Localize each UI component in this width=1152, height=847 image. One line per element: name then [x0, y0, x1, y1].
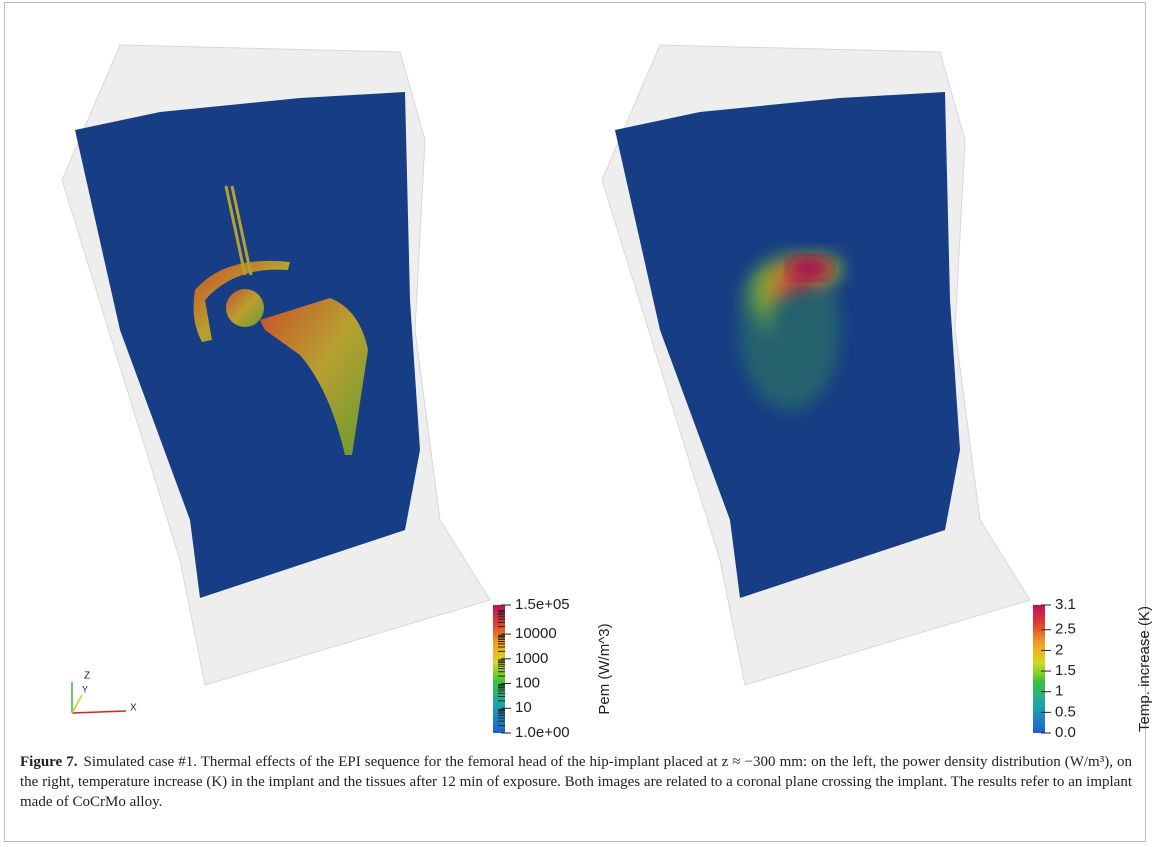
tick-label: 1.5 — [1055, 662, 1076, 679]
axis-label: X — [130, 703, 137, 714]
tick-label: 100 — [515, 675, 540, 692]
colorbar-label: Pem (W/m^3) — [596, 623, 613, 714]
caption: Figure 7. Simulated case #1. Thermal effe… — [20, 752, 1132, 812]
left-render — [61, 44, 491, 714]
figure: Z Y X 1.5e+05 10000 1000 100 10 1.0e+00 Pem (W… — [61, 44, 1152, 741]
tick-label: 1000 — [515, 650, 548, 667]
tick-label: 1.0e+00 — [515, 724, 570, 741]
tick-label: 0.5 — [1055, 703, 1076, 720]
axis-label: Y — [82, 684, 88, 694]
caption-text: Simulated case #1. Thermal effects of th… — [20, 754, 1133, 810]
tick-label: 1.5e+05 — [515, 596, 570, 613]
colorbar-label: Temp. increase (K) — [1136, 606, 1152, 732]
tick-label: 10000 — [515, 625, 557, 642]
colorbar — [1033, 605, 1045, 733]
tick-label: 2 — [1055, 641, 1063, 658]
tick-label: 2.5 — [1055, 621, 1076, 638]
axis-label: Z — [84, 671, 90, 682]
figure-frame — [4, 2, 1146, 842]
tick-label: 0.0 — [1055, 724, 1076, 741]
figure-label: Figure 7. — [20, 754, 78, 770]
tick-label: 3.1 — [1055, 596, 1076, 613]
tick-label: 1 — [1055, 683, 1063, 700]
tick-label: 10 — [515, 699, 532, 716]
right-render — [601, 44, 1031, 686]
